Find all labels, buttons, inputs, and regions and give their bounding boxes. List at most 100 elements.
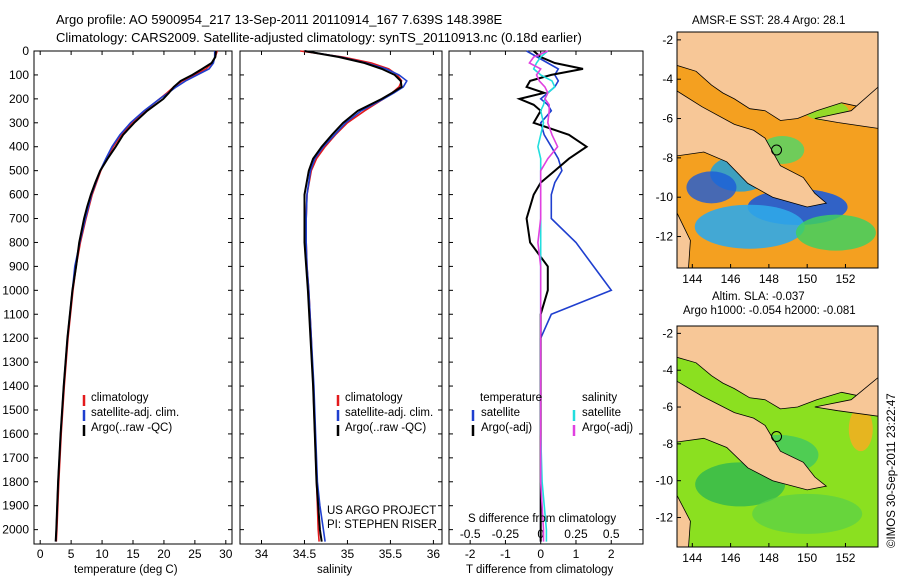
temp-legend-clim: climatology [91, 392, 149, 404]
sal-series-satellite [304, 50, 408, 542]
diff-legend-t-sat: satellite [481, 407, 520, 419]
sst-field-patch [795, 214, 876, 251]
temp-series-argo [54, 50, 217, 542]
diff-xtick-label: 0 [537, 547, 544, 561]
sla-field [677, 326, 878, 547]
temp-ytick-label: 1600 [2, 427, 29, 441]
sst-field-patch [686, 171, 737, 204]
temp-ytick-label: 1200 [2, 331, 29, 345]
diff-series-T-argo [516, 50, 589, 542]
sla-map-panel: 144 146 148 150 152 -2 -4 -6 -8 -10 -12 [656, 325, 879, 565]
temp-ytick-label: 1400 [2, 379, 29, 393]
sla-land [814, 377, 878, 417]
temp-ytick-label: 1000 [2, 283, 29, 297]
sla-xtick-label: 148 [759, 551, 779, 565]
temp-xtick-label: 15 [126, 547, 140, 561]
sal-xtick-label: 35 [341, 547, 355, 561]
project-pi: PI: STEPHEN RISER [327, 519, 437, 531]
temp-ytick-label: 100 [9, 68, 29, 82]
diff-series-S-argo [528, 50, 559, 542]
sst-land [814, 86, 878, 129]
diff-xtick-label: -2 [465, 547, 476, 561]
sst-ytick-label: -10 [656, 190, 674, 204]
sst-ytick-label: -4 [662, 72, 673, 86]
temperature-xlabel: temperature (deg C) [74, 564, 178, 576]
sal-xtick-label: 36 [427, 547, 441, 561]
temp-ytick-label: 1900 [2, 499, 29, 513]
sla-ytick-label: -6 [662, 400, 673, 414]
sla-xtick-label: 150 [797, 551, 817, 565]
sdiff-xlabel: S difference from climatology [468, 513, 617, 525]
diff-xtick-label: 2 [608, 547, 615, 561]
diff-xtick-label: -1 [500, 547, 511, 561]
diff-legend-t-argo: Argo(-adj) [481, 422, 533, 434]
temp-xtick-label: 30 [219, 547, 233, 561]
temp-ytick-label: 1100 [3, 307, 29, 321]
diff-legend-s-argo: Argo(-adj) [582, 422, 634, 434]
sst-ytick-label: -6 [662, 112, 673, 126]
sal-legend-sat: satellite-adj. clim. [345, 407, 434, 419]
sla-ytick-label: -12 [656, 511, 674, 525]
sla-ytick-label: -2 [662, 326, 673, 340]
sst-ytick-label: -2 [662, 33, 673, 47]
sla-land [677, 495, 691, 547]
sla-ytick-label: -10 [656, 474, 674, 488]
temp-ytick-label: 1800 [2, 475, 29, 489]
temp-xtick-label: 20 [157, 547, 171, 561]
temp-xtick-label: 10 [95, 547, 109, 561]
sal-legend-clim: climatology [345, 392, 403, 404]
sla-argo-marker [771, 431, 783, 442]
diff-legend-temp-header: temperature [480, 392, 543, 404]
sla-xtick-label: 146 [721, 551, 741, 565]
sst-field [677, 32, 878, 268]
temp-ytick-label: 1300 [2, 355, 29, 369]
temp-ytick-label: 0 [22, 44, 29, 58]
sal-frame [239, 50, 443, 545]
sst-xtick-label: 146 [721, 272, 741, 286]
temperature-panel: 0100200300400500600700800900100011001200… [2, 44, 233, 561]
diff-xtick-label: 1 [573, 547, 580, 561]
sst-argo-marker [771, 144, 783, 156]
sal-legend-argo: Argo(..raw -QC) [345, 422, 427, 434]
temp-legend-argo: Argo(..raw -QC) [91, 422, 173, 434]
diff-sal-tick-label: 0.5 [603, 527, 620, 541]
temp-ytick-label: 2000 [2, 523, 29, 537]
temp-ytick-label: 500 [9, 164, 29, 178]
sal-xtick-label: 35.5 [379, 547, 403, 561]
sla-map-title: Altim. SLA: -0.037 [712, 291, 805, 303]
temp-ytick-label: 700 [9, 212, 29, 226]
temp-ytick-label: 1700 [2, 451, 29, 465]
diff-legend-s-sat: satellite [582, 407, 621, 419]
sst-field-patch [694, 204, 805, 249]
temp-legend-sat: satellite-adj. clim. [91, 407, 180, 419]
sst-ytick-label: -12 [656, 230, 674, 244]
sst-ytick-label: -8 [662, 151, 673, 165]
project-name: US ARGO PROJECT [327, 505, 437, 517]
sla-map-subtitle: Argo h1000: -0.054 h2000: -0.081 [683, 305, 856, 317]
sst-land [677, 90, 828, 208]
salinity-panel: 34 34.5 35 35.5 36 [239, 50, 443, 561]
temp-series-satellite [54, 51, 216, 542]
temp-ytick-label: 400 [9, 140, 29, 154]
diff-sal-tick-label: -0.5 [460, 527, 481, 541]
sla-ytick-label: -4 [662, 363, 673, 377]
tdiff-xlabel: T difference from climatology [466, 564, 614, 576]
temp-xtick-label: 25 [188, 547, 202, 561]
sla-land [677, 380, 828, 491]
diff-legend-sal-header: salinity [582, 392, 618, 404]
sst-map-title: AMSR-E SST: 28.4 Argo: 28.1 [692, 15, 846, 27]
temp-ytick-label: 600 [9, 188, 29, 202]
sst-xtick-label: 152 [835, 272, 855, 286]
diff-sal-tick-label: 0.25 [564, 527, 588, 541]
sal-xtick-label: 34 [255, 547, 269, 561]
sal-xtick-label: 34.5 [293, 547, 317, 561]
diff-sal-tick-label: -0.25 [492, 527, 520, 541]
difference-panel: -2 -1 0 1 2-0.5 -0.25 0 0.25 0.5 [448, 50, 644, 561]
header-line1: Argo profile: AO 5900954_217 13-Sep-2011… [56, 12, 503, 27]
sla-xtick-label: 152 [835, 551, 855, 565]
sst-land [677, 212, 691, 268]
sla-field-patch [752, 493, 863, 534]
sst-xtick-label: 150 [797, 272, 817, 286]
temp-ytick-label: 300 [9, 116, 29, 130]
